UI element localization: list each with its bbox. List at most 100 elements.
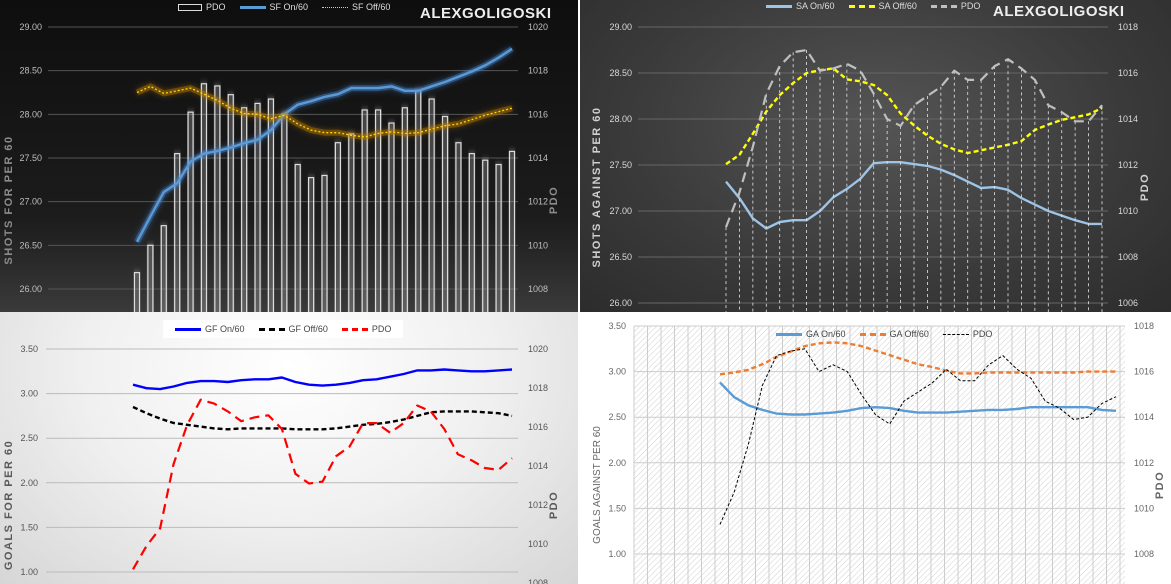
y2-tick-label: 1010 xyxy=(528,539,548,549)
pdo-bar xyxy=(321,174,328,312)
panel-divider xyxy=(578,0,580,584)
legend-swatch xyxy=(776,332,802,336)
series-line-gf-on-60 xyxy=(132,368,513,391)
y2-tick-label: 1018 xyxy=(1118,22,1138,32)
pdo-bar xyxy=(241,107,248,312)
y2-tick-label: 1012 xyxy=(1134,458,1154,468)
y-tick-label: 28.50 xyxy=(609,68,632,78)
legend-swatch xyxy=(258,327,285,331)
y-tick-label: 29.00 xyxy=(609,22,632,32)
plot-area-hatch xyxy=(634,326,1125,584)
pdo-bar xyxy=(348,133,355,312)
chart-svg: 29.00 28.50 28.00 27.50 27.00 26.50 26.00 1020 1… xyxy=(3,22,560,312)
series-line-ga-off-60 xyxy=(719,341,1116,376)
pdo-bar xyxy=(374,109,382,312)
legend-item: PDO xyxy=(942,329,993,339)
y2-tick-label: 1016 xyxy=(528,109,548,119)
legend-swatch xyxy=(322,6,349,8)
y2-tick-label: 1006 xyxy=(1118,298,1138,308)
y-tick-label: 28.50 xyxy=(19,66,42,76)
y2-tick-label: 1014 xyxy=(528,461,548,471)
y2-axis-title: PDO xyxy=(1139,173,1151,201)
shots-for-chart: 29.00 28.50 28.00 27.50 27.00 26.50 26.00 1020 1… xyxy=(0,0,578,312)
legend: SA On/60 SA Off/60 PDO xyxy=(766,1,980,11)
y-tick-label: 27.00 xyxy=(609,206,632,216)
y2-tick-label: 1008 xyxy=(1118,252,1138,262)
chart-svg: 3.50 3.00 2.50 2.00 1.50 1.00 1020 1018 1016 1014… xyxy=(3,344,560,584)
legend-label: PDO xyxy=(972,329,993,339)
y2-tick-label: 1008 xyxy=(528,578,548,584)
legend-item: PDO xyxy=(341,324,391,334)
y-tick-label: 2.50 xyxy=(20,433,38,443)
legend-swatch xyxy=(859,332,886,336)
legend-swatch xyxy=(341,327,368,331)
legend-label: PDO xyxy=(206,2,226,12)
pdo-bar xyxy=(254,102,261,312)
pdo-bar xyxy=(187,111,194,312)
y2-tick-label: 1018 xyxy=(1134,321,1154,331)
legend-item: SF On/60 xyxy=(239,2,309,12)
pdo-bar xyxy=(281,113,288,312)
y-tick-label: 1.50 xyxy=(608,503,626,513)
pdo-bar xyxy=(227,94,234,312)
y-tick-label: 28.00 xyxy=(19,109,42,119)
y2-tick-label: 1008 xyxy=(528,284,548,294)
legend-swatch xyxy=(175,327,201,331)
legend-swatch xyxy=(766,4,792,8)
y-tick-label: 26.00 xyxy=(19,284,42,294)
y-axis-title: GOALS AGAINST PER 60 xyxy=(592,426,603,544)
y-tick-label: 1.00 xyxy=(608,549,626,559)
pdo-bar xyxy=(455,142,462,312)
legend-item: PDO xyxy=(178,2,226,12)
legend-item: GA Off/60 xyxy=(859,329,929,339)
y2-tick-label: 1012 xyxy=(528,500,548,510)
y-tick-label: 28.00 xyxy=(609,114,632,124)
legend-label: SA Off/60 xyxy=(878,1,917,11)
legend-item: SA On/60 xyxy=(766,1,835,11)
legend-label: GF On/60 xyxy=(205,324,245,334)
y-tick-label: 3.50 xyxy=(608,321,626,331)
y-tick-label: 2.00 xyxy=(20,478,38,488)
y2-tick-label: 1010 xyxy=(1134,503,1154,513)
pdo-bar xyxy=(482,159,489,312)
pdo-bar xyxy=(468,153,475,312)
y-tick-label: 2.00 xyxy=(608,458,626,468)
pdo-bar xyxy=(174,153,181,312)
y2-tick-label: 1016 xyxy=(528,422,548,432)
legend: GA On/60 GA Off/60 PDO xyxy=(776,329,992,339)
y2-tick-label: 1020 xyxy=(528,344,548,354)
y-tick-label: 29.00 xyxy=(19,22,42,32)
pdo-bar xyxy=(401,107,408,312)
y-tick-label: 26.50 xyxy=(19,240,42,250)
watermark: ALEXGOLIGOSKI xyxy=(993,3,1125,20)
pdo-bar xyxy=(308,177,315,312)
y2-tick-label: 1014 xyxy=(528,153,548,163)
y-tick-label: 27.50 xyxy=(609,160,632,170)
y-tick-label: 3.00 xyxy=(608,367,626,377)
y2-tick-label: 1012 xyxy=(1118,160,1138,170)
pdo-bar xyxy=(415,89,422,312)
pdo-bar xyxy=(361,109,368,312)
y2-tick-label: 1014 xyxy=(1118,114,1138,124)
chart-svg: 29.00 28.50 28.00 27.50 27.00 26.50 26.00 1018 1… xyxy=(591,22,1151,312)
legend-label: SF On/60 xyxy=(269,2,309,12)
y2-tick-label: 1016 xyxy=(1134,367,1154,377)
legend-swatch xyxy=(178,3,202,11)
y2-axis-title: PDO xyxy=(548,186,560,214)
y2-tick-label: 1020 xyxy=(528,22,548,32)
legend: GF On/60 GF Off/60 PDO xyxy=(163,320,404,338)
legend-item: GF Off/60 xyxy=(258,324,328,334)
series-line-pdo xyxy=(724,48,1103,228)
legend-swatch xyxy=(930,4,957,8)
y2-axis-title: PDO xyxy=(1154,471,1166,499)
shots-against-chart: 29.00 28.50 28.00 27.50 27.00 26.50 26.00 1018 1… xyxy=(580,0,1171,312)
y-tick-label: 27.50 xyxy=(19,153,42,163)
pdo-bar xyxy=(334,142,341,312)
series-line-sf-off-60 xyxy=(136,85,513,138)
legend-item: PDO xyxy=(930,1,980,11)
y2-tick-label: 1018 xyxy=(528,66,548,76)
y-tick-label: 1.50 xyxy=(20,522,38,532)
legend-item: GF On/60 xyxy=(175,324,245,334)
legend-item: SA Off/60 xyxy=(848,1,917,11)
pdo-bar xyxy=(495,163,502,312)
